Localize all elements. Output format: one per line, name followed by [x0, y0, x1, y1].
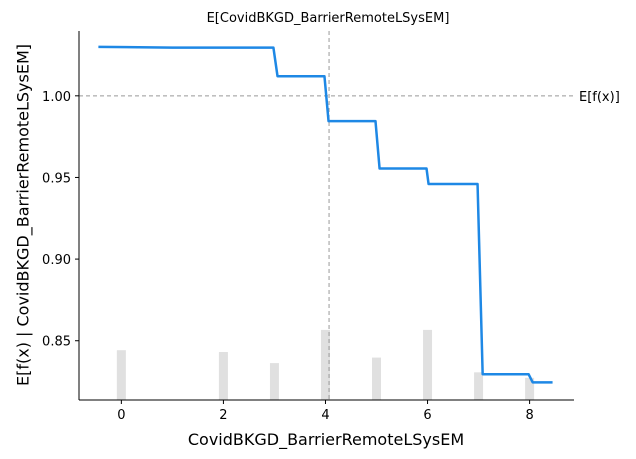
histogram-bar: [474, 372, 484, 400]
histogram-bar: [218, 352, 228, 400]
x-tick-label: 8: [525, 408, 533, 423]
histogram-bar: [116, 350, 126, 400]
x-tick-label: 4: [321, 408, 329, 423]
reference-lines: E[f(x)]: [79, 31, 620, 400]
series-layer: [98, 45, 553, 384]
histogram-bar: [269, 363, 279, 400]
histogram-bar: [372, 357, 382, 400]
y-tick-label: 1.00: [42, 90, 71, 105]
histogram-bar: [423, 329, 433, 400]
x-axis-label: CovidBKGD_BarrierRemoteLSysEM: [188, 430, 464, 450]
histogram: [116, 329, 535, 400]
x-ticks: 0 2 4 6 8: [117, 400, 534, 423]
histogram-bar: [320, 329, 330, 400]
y-axis-label: E[f(x) | CovidBKGD_BarrierRemoteLSysEM]: [14, 44, 34, 386]
y-tick-label: 0.90: [42, 253, 71, 268]
x-tick-label: 0: [117, 408, 125, 423]
histogram-bar: [525, 377, 535, 400]
x-tick-label: 6: [423, 408, 431, 423]
y-tick-label: 0.95: [42, 171, 71, 186]
y-tick-label: 0.85: [42, 335, 71, 350]
expected-value-label: E[f(x)]: [579, 90, 620, 105]
chart-title: E[CovidBKGD_BarrierRemoteLSysEM]: [207, 11, 450, 26]
x-tick-label: 2: [219, 408, 227, 423]
series-line: [98, 45, 553, 384]
y-ticks: 0.85 0.90 0.95 1.00: [42, 90, 79, 350]
axes: [78, 31, 574, 401]
